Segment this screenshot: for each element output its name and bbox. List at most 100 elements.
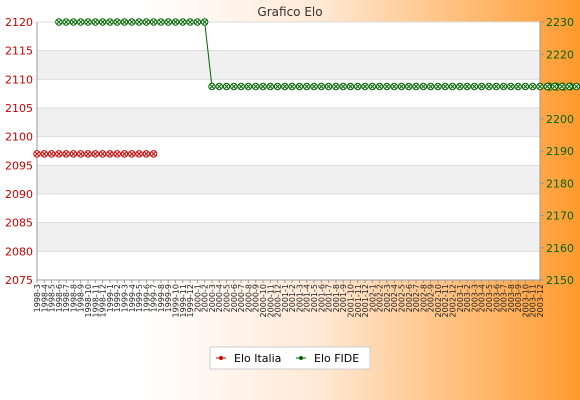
x-tick-label: 2003-9 (514, 284, 523, 312)
x-tick-label: 2001-11 (354, 284, 363, 317)
data-point-marker-elo-fide (297, 84, 302, 89)
data-point-marker-elo-italia (136, 151, 142, 157)
data-point-marker-elo-italia (92, 151, 98, 157)
right-tick-label: 2150 (546, 274, 574, 287)
x-tick-label: 2002-12 (449, 284, 458, 317)
data-point-marker-elo-fide (136, 19, 142, 25)
grid-bands (37, 50, 540, 252)
x-tick-label: 1998-10 (84, 284, 93, 317)
data-point-marker-elo-fide (384, 84, 390, 89)
left-tick-label: 2090 (5, 188, 33, 201)
data-point-marker-elo-italia (114, 151, 120, 157)
data-point-marker-elo-fide (158, 19, 164, 25)
data-point-marker-elo-fide (340, 84, 346, 89)
grid-band (37, 50, 540, 80)
x-tick-label: 2003-8 (507, 284, 516, 312)
x-tick-label: 2002-3 (383, 284, 392, 312)
data-point-marker-elo-fide (165, 19, 171, 25)
data-point-marker-elo-fide (479, 84, 485, 89)
x-tick-label: 2002-2 (376, 284, 385, 312)
grid-band (37, 222, 540, 252)
data-point-marker-elo-fide (544, 84, 550, 89)
data-point-marker-elo-fide (508, 84, 514, 89)
left-tick-label: 2120 (5, 16, 33, 29)
x-tick-label: 2002-7 (412, 284, 421, 312)
data-point-marker-elo-fide (260, 84, 266, 89)
left-tick-label: 2100 (5, 131, 33, 144)
right-tick-label: 2170 (546, 210, 574, 223)
x-tick-label: 2002-6 (405, 284, 414, 312)
x-tick-label: 2001-9 (339, 284, 348, 312)
x-tick-label: 2000-7 (237, 284, 246, 312)
data-point-marker-elo-fide (253, 84, 259, 89)
data-point-marker-elo-fide (187, 19, 193, 25)
x-tick-label: 1998-12 (99, 284, 108, 317)
x-tick-label: 1999-3 (120, 284, 129, 312)
data-point-marker-elo-fide (515, 84, 521, 89)
legend-box (209, 346, 371, 370)
data-point-marker-elo-fide (574, 84, 579, 89)
data-point-marker-elo-italia (151, 151, 156, 157)
x-tick-label: 1998-7 (62, 284, 71, 312)
x-tick-label: 2002-1 (368, 284, 377, 312)
x-tick-label: 1999-5 (135, 284, 144, 312)
data-point-marker-elo-fide (362, 84, 368, 89)
x-tick-label: 2003-11 (529, 284, 538, 317)
x-tick-label: 1999-10 (172, 284, 181, 317)
right-tick-label: 2190 (546, 145, 574, 158)
data-point-marker-elo-italia (143, 151, 149, 157)
right-tick-label: 2220 (546, 48, 574, 61)
data-point-marker-elo-fide (231, 84, 237, 89)
data-point-marker-elo-fide (63, 19, 69, 25)
x-tick-label: 1999-12 (186, 284, 195, 317)
x-tick-label: 1998-4 (40, 284, 49, 312)
x-tick-label: 2000-6 (230, 284, 239, 312)
x-tick-label: 2002-10 (434, 284, 443, 317)
x-tick-label: 2000-5 (223, 284, 232, 312)
data-point-marker-elo-fide (523, 84, 528, 89)
x-tick-label: 2000-8 (244, 284, 253, 312)
data-point-marker-elo-fide (92, 19, 98, 25)
data-point-marker-elo-fide (129, 19, 135, 25)
x-tick-label: 1999-4 (128, 284, 137, 312)
x-tick-label: 1998-8 (69, 284, 78, 312)
data-point-marker-elo-fide (559, 84, 565, 89)
data-point-marker-elo-fide (501, 84, 506, 89)
data-point-marker-elo-fide (472, 84, 477, 89)
x-tick-label: 2001-10 (346, 284, 355, 317)
data-point-marker-elo-italia (122, 151, 127, 157)
data-point-marker-elo-fide (304, 84, 310, 89)
left-tick-label: 2105 (5, 102, 33, 115)
data-point-marker-elo-fide (428, 84, 434, 89)
x-tick-label: 2003-6 (492, 284, 501, 312)
data-point-marker-elo-fide (246, 84, 251, 89)
x-tick-label: 2000-3 (208, 284, 217, 312)
data-point-marker-elo-fide (107, 19, 113, 25)
data-point-marker-elo-fide (493, 84, 499, 89)
x-tick-label: 2001-7 (325, 284, 334, 312)
data-point-marker-elo-italia (107, 151, 113, 157)
x-tick-label: 2003-12 (536, 284, 545, 317)
left-tick-label: 2110 (5, 73, 33, 86)
data-point-marker-elo-fide (537, 84, 543, 89)
legend-label-elo-fide: Elo FIDE (314, 352, 359, 365)
data-point-marker-elo-fide (114, 19, 120, 25)
data-point-marker-elo-fide (450, 84, 455, 89)
data-point-marker-elo-fide (173, 19, 178, 25)
data-point-marker-elo-fide (282, 84, 288, 89)
data-point-marker-elo-fide (399, 84, 404, 89)
data-point-marker-elo-fide (224, 84, 229, 89)
x-tick-label: 2001-1 (281, 284, 290, 312)
data-point-marker-elo-italia (129, 151, 135, 157)
data-point-marker-elo-fide (355, 84, 361, 89)
data-point-marker-elo-fide (486, 84, 492, 89)
legend-marker-elo-italia (219, 356, 223, 360)
x-tick-label: 2002-9 (427, 284, 436, 312)
data-point-marker-elo-fide (122, 19, 127, 25)
x-tick-label: 2002-8 (419, 284, 428, 312)
grid-lines (37, 21, 540, 281)
x-tick-label: 2003-5 (485, 284, 494, 312)
x-tick-label: 2003-1 (456, 284, 465, 312)
